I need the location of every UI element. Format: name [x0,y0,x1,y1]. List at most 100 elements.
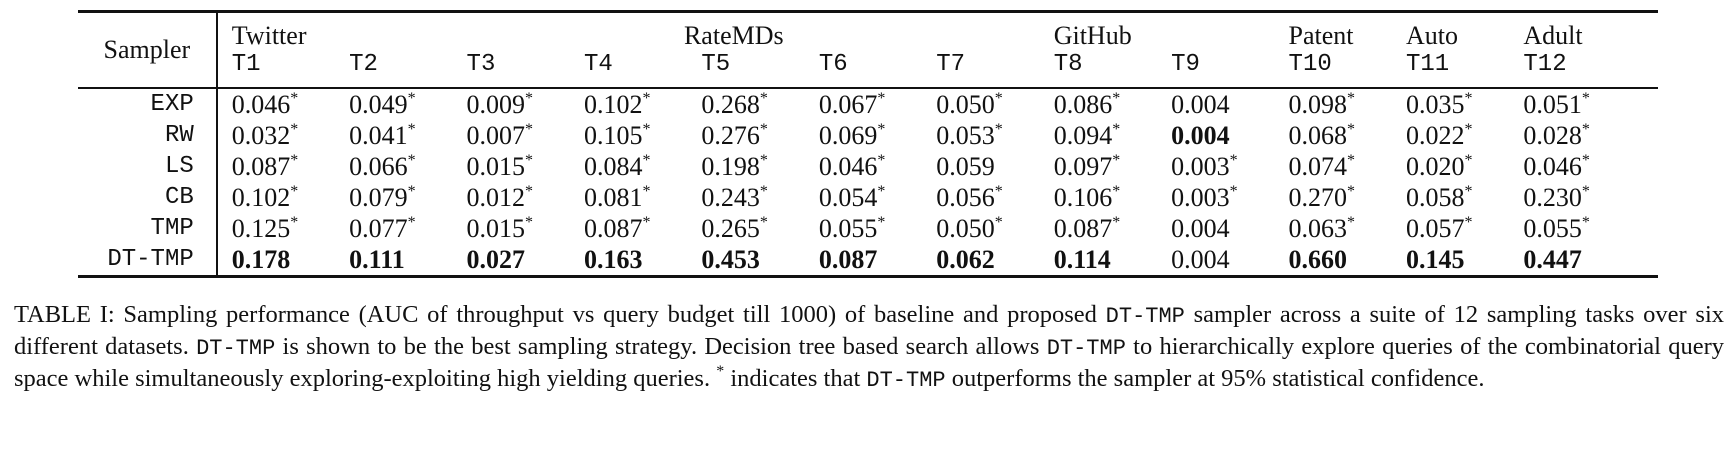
sampler-name: TMP [78,213,218,244]
cell-value: 0.051 [1523,89,1582,119]
caption-text-5: indicates that [724,365,867,392]
cell-value: 0.094 [1053,120,1113,150]
table-row: DT-TMP 0.178 0.111 0.027 0.163 0.453 0.087 0.06… [78,244,1658,277]
cell-value: 0.032 [231,120,291,150]
table-cell: 0.054* [819,182,936,213]
significance-star: * [994,89,1003,107]
table-cell: 0.003* [1171,151,1288,182]
cell-value: 0.046 [231,89,291,119]
table-cell: 0.062 [936,244,1053,277]
sampler-name: EXP [78,88,218,120]
significance-star: * [1581,89,1590,107]
cell-value: 0.087 [818,244,878,274]
table-cell: 0.098* [1289,88,1406,120]
cell-value: 0.081 [583,182,643,212]
cell-value: 0.098 [1288,89,1348,119]
table-row: RW 0.032* 0.041* 0.007* 0.105* 0.276* 0.069* 0.… [78,120,1658,151]
table-cell: 0.046* [819,151,936,182]
significance-star: * [759,120,768,138]
cell-value: 0.079 [349,182,408,212]
task-header-t8: T8 [1053,51,1083,78]
significance-star: * [877,182,886,200]
significance-star: * [1347,89,1356,107]
table-cell: 0.063* [1289,213,1406,244]
cell-value: 0.035 [1405,89,1465,119]
table-cell: 0.067* [819,88,936,120]
table-cell: 0.050* [936,88,1053,120]
dataset-header-adult: Adult [1523,21,1583,50]
cell-value: 0.041 [349,120,408,150]
sampler-column-header: Sampler [78,11,218,88]
sampler-name: DT-TMP [78,244,218,277]
cell-value: 0.004 [1171,213,1230,243]
table-cell: 0.055* [1523,213,1658,244]
cell-value: 0.007 [466,120,526,150]
significance-star: * [1112,120,1121,138]
cell-value: 0.020 [1405,151,1465,181]
cell-value: 0.067 [818,89,878,119]
cell-value: 0.111 [349,244,405,274]
table-cell: 0.230* [1523,182,1658,213]
cell-value: 0.105 [583,120,643,150]
table-cell: 0.004 [1171,120,1288,151]
table-cell: 0.084* [584,151,701,182]
significance-star: * [525,120,534,138]
cell-value: 0.102 [231,182,291,212]
caption-method-name: DT-TMP [866,368,946,393]
caption-method-name: DT-TMP [196,336,276,361]
table-cell: 0.022* [1406,120,1523,151]
table-cell: 0.111 [349,244,466,277]
significance-star: * [290,89,299,107]
cell-value: 0.022 [1405,120,1465,150]
table-cell: 0.081* [584,182,701,213]
caption-text-1: Sampling performance (AUC of throughput … [114,301,1106,328]
table-cell: 0.105* [584,120,701,151]
cell-value: 0.145 [1405,244,1465,274]
cell-value: 0.102 [583,89,643,119]
significance-star: * [290,213,299,231]
task-header-t2: T2 [349,51,378,78]
cell-value: 0.268 [701,89,760,119]
table-cell: 0.268* [701,88,818,120]
cell-value: 0.114 [1053,244,1111,274]
cell-value: 0.056 [936,182,995,212]
cell-value: 0.243 [701,182,760,212]
table-cell: 0.087* [217,151,349,182]
cell-value: 0.198 [701,151,760,181]
cell-value: 0.453 [701,244,760,274]
table-cell: 0.198* [701,151,818,182]
significance-star: * [759,89,768,107]
significance-star: * [642,120,651,138]
significance-star: * [407,182,416,200]
table-cell: 0.178 [217,244,349,277]
significance-star: * [1581,151,1590,169]
caption-label: TABLE I: [14,301,115,328]
caption-text-2: sampler across a suite of 12 sampling ta… [14,301,1724,360]
caption-method-name: DT-TMP [1046,336,1126,361]
cell-value: 0.074 [1288,151,1348,181]
cell-value: 0.003 [1171,151,1230,181]
cell-value: 0.046 [818,151,878,181]
cell-value: 0.178 [231,244,291,274]
cell-value: 0.004 [1171,244,1230,274]
cell-value: 0.046 [1523,151,1582,181]
table-cell: 0.114 [1054,244,1171,277]
cell-value: 0.077 [349,213,408,243]
cell-value: 0.106 [1053,182,1113,212]
table-cell: 0.077* [349,213,466,244]
table-cell: 0.049* [349,88,466,120]
significance-star: * [1581,120,1590,138]
table-cell: 0.074* [1289,151,1406,182]
significance-star: * [1112,182,1121,200]
sampler-name: RW [78,120,218,151]
table-cell: 0.079* [349,182,466,213]
task-header-t7: T7 [936,51,966,78]
significance-star: * [290,120,299,138]
significance-star: * [1347,120,1356,138]
table-cell: 0.004 [1171,88,1288,120]
cell-value: 0.057 [1405,213,1465,243]
significance-star: * [290,151,299,169]
table-cell: 0.035* [1406,88,1523,120]
caption-method-name: DT-TMP [1105,304,1185,329]
significance-star: * [877,120,886,138]
